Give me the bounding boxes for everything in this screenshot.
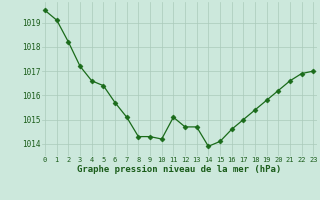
X-axis label: Graphe pression niveau de la mer (hPa): Graphe pression niveau de la mer (hPa): [77, 165, 281, 174]
